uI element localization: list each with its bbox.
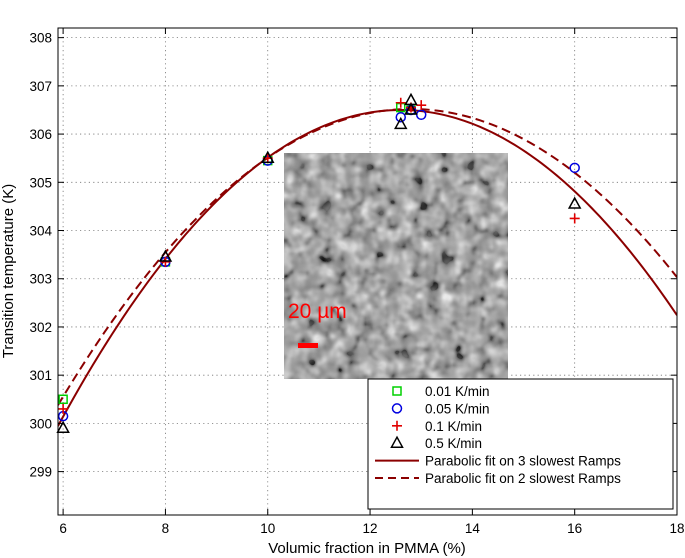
y-axis-label: Transition temperature (K) bbox=[0, 184, 17, 359]
marker-triangle bbox=[567, 196, 582, 209]
marker-plus bbox=[416, 100, 427, 111]
legend-label: 0.05 K/min bbox=[425, 401, 490, 416]
scale-bar bbox=[298, 343, 318, 348]
y-tick-label: 302 bbox=[29, 320, 52, 335]
y-tick-label: 303 bbox=[29, 272, 52, 287]
legend-label: 0.01 K/min bbox=[425, 384, 490, 399]
data-markers bbox=[56, 92, 582, 433]
tick-labels: 6 8 10 12 14 16 18 299 300 301 302 303 304 305 306 307 3… bbox=[29, 31, 684, 536]
axis-ticks bbox=[58, 28, 678, 515]
x-tick-label: 8 bbox=[162, 521, 170, 536]
y-tick-label: 300 bbox=[29, 416, 52, 431]
x-tick-label: 12 bbox=[363, 521, 378, 536]
x-tick-label: 16 bbox=[567, 521, 582, 536]
plot-frame bbox=[57, 27, 678, 516]
y-tick-label: 306 bbox=[29, 127, 52, 142]
y-tick-label: 305 bbox=[29, 175, 52, 190]
marker-triangle bbox=[404, 102, 418, 115]
y-tick-label: 301 bbox=[29, 368, 52, 383]
marker-triangle bbox=[260, 150, 275, 163]
marker-triangle bbox=[158, 249, 173, 262]
x-tick-label: 18 bbox=[669, 521, 684, 536]
marker-circle bbox=[395, 111, 407, 123]
marker-circle bbox=[391, 403, 403, 414]
y-tick-label: 308 bbox=[29, 31, 52, 46]
marker-triangle bbox=[56, 420, 70, 433]
y-tick-label: 299 bbox=[29, 465, 52, 480]
marker-triangle bbox=[390, 435, 404, 448]
x-tick-label: 6 bbox=[59, 521, 67, 536]
legend-label: Parabolic fit on 2 slowest Ramps bbox=[425, 471, 621, 486]
marker-circle bbox=[415, 109, 427, 121]
marker-plus bbox=[160, 256, 171, 267]
x-axis-label: Volumic fraction in PMMA (%) bbox=[268, 540, 466, 557]
marker-triangle bbox=[393, 116, 408, 130]
micrograph-texture bbox=[284, 153, 508, 379]
micrograph-inset: 20 µm bbox=[284, 153, 508, 379]
marker-square bbox=[58, 394, 68, 405]
marker-plus bbox=[392, 420, 402, 431]
legend-box bbox=[367, 378, 674, 510]
marker-circle bbox=[569, 162, 580, 174]
y-tick-label: 304 bbox=[29, 224, 52, 239]
legend-label: 0.1 K/min bbox=[425, 419, 482, 434]
marker-square bbox=[392, 386, 402, 396]
marker-plus bbox=[569, 213, 580, 224]
marker-plus bbox=[395, 97, 406, 108]
x-tick-label: 14 bbox=[465, 521, 481, 536]
scale-bar-label: 20 µm bbox=[288, 300, 347, 323]
y-tick-label: 307 bbox=[29, 79, 52, 94]
x-tick-label: 10 bbox=[260, 521, 275, 536]
legend: 0.01 K/min 0.05 K/min 0.1 K/min 0.5 K/min Pa… bbox=[367, 378, 674, 510]
legend-label: 0.5 K/min bbox=[425, 436, 482, 451]
marker-plus bbox=[58, 403, 69, 414]
legend-label: Parabolic fit on 3 slowest Ramps bbox=[425, 454, 621, 469]
